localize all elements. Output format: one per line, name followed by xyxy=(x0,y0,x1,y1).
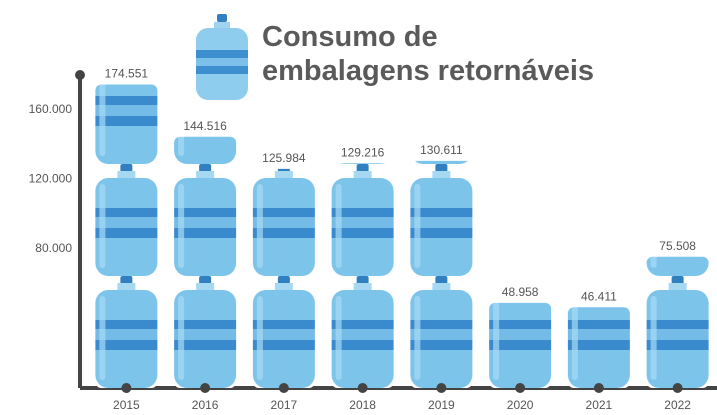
axis-dot xyxy=(200,383,211,393)
bar xyxy=(331,163,394,388)
y-tick-label: 120.000 xyxy=(29,172,73,186)
bar xyxy=(646,256,709,388)
axis-dot xyxy=(515,383,526,393)
axis-dot xyxy=(436,383,447,393)
value-label: 48.958 xyxy=(502,285,539,299)
title-icon xyxy=(196,14,248,100)
axis-dot xyxy=(121,383,132,393)
value-label: 144.516 xyxy=(183,119,227,133)
y-tick-label: 80.000 xyxy=(35,241,72,255)
x-tick-label: 2022 xyxy=(664,398,691,412)
x-tick-label: 2021 xyxy=(586,398,613,412)
bar xyxy=(252,168,315,388)
value-label: 130.611 xyxy=(420,143,463,157)
bar xyxy=(567,307,630,388)
value-label: 174.551 xyxy=(105,67,149,81)
x-tick-label: 2020 xyxy=(507,398,534,412)
axis-dot xyxy=(278,383,289,393)
x-tick-label: 2019 xyxy=(428,398,455,412)
bar xyxy=(410,160,473,388)
x-tick-label: 2015 xyxy=(113,398,140,412)
chart-title: Consumo de embalagens retornáveis xyxy=(262,21,595,87)
x-tick-label: 2016 xyxy=(192,398,219,412)
bar xyxy=(174,136,237,388)
y-tick-label: 160.000 xyxy=(29,102,73,116)
axis-dot xyxy=(593,383,604,393)
bar xyxy=(489,302,552,388)
value-label: 125.984 xyxy=(262,151,306,165)
value-label: 46.411 xyxy=(581,289,617,303)
axis-dot xyxy=(672,383,683,393)
x-tick-label: 2017 xyxy=(271,398,298,412)
bar xyxy=(95,84,158,388)
axis-dot xyxy=(75,70,85,80)
axis-dot xyxy=(357,383,368,393)
value-label: 75.508 xyxy=(659,239,696,253)
value-label: 129.216 xyxy=(341,145,385,159)
x-tick-label: 2018 xyxy=(349,398,376,412)
